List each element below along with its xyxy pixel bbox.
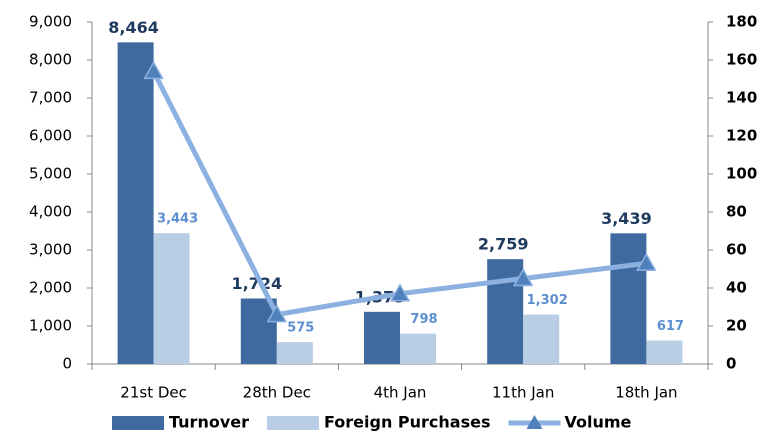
value-label: 3,439	[601, 209, 652, 228]
line-marker	[512, 267, 534, 287]
bar	[487, 259, 524, 364]
bar	[276, 342, 313, 364]
y-tick-label: 8,000	[29, 51, 72, 69]
y-tick-label: 9,000	[29, 13, 72, 31]
value-label: 798	[410, 312, 437, 327]
y2-tick-label: 180	[726, 13, 757, 31]
y2-tick-label: 60	[726, 241, 747, 259]
y-tick-label: 2,000	[29, 279, 72, 297]
line-series	[151, 70, 647, 318]
line-marker	[389, 283, 411, 302]
y-tick-label: 5,000	[29, 165, 72, 183]
y2-tick-label: 20	[726, 317, 747, 335]
value-label: 8,464	[108, 18, 159, 37]
y2-tick-label: 80	[726, 203, 747, 221]
value-label: 2,759	[478, 235, 529, 254]
x-tick-label: 11th Jan	[492, 384, 554, 402]
y2-tick-label: 100	[726, 165, 757, 183]
y-tick-label: 1,000	[29, 317, 72, 335]
x-tick-label: 21st Dec	[120, 384, 187, 402]
bar	[240, 298, 277, 364]
y2-tick-label: 40	[726, 279, 747, 297]
y-tick-label: 0	[62, 355, 72, 373]
line-marker	[143, 60, 164, 80]
legend-marker	[526, 415, 543, 429]
line-marker	[266, 304, 288, 323]
value-label: 575	[287, 321, 314, 336]
bar	[400, 333, 436, 364]
bar	[523, 314, 560, 364]
y-tick-label: 4,000	[29, 203, 72, 221]
y2-tick-label: 160	[726, 51, 757, 69]
legend-label: Turnover	[169, 413, 249, 432]
x-tick-label: 18th Jan	[615, 384, 677, 402]
x-tick-label: 4th Jan	[374, 384, 427, 402]
bar	[646, 340, 683, 364]
legend-swatch	[267, 416, 319, 430]
legend-swatch	[112, 416, 164, 430]
value-label: 3,443	[157, 212, 198, 227]
y-tick-label: 6,000	[29, 127, 72, 145]
y-tick-label: 7,000	[29, 89, 72, 107]
bar	[117, 42, 154, 364]
y2-tick-label: 120	[726, 127, 757, 145]
y2-tick-label: 0	[726, 355, 736, 373]
line-marker	[636, 252, 657, 272]
bar	[610, 233, 647, 364]
y-tick-label: 3,000	[29, 241, 72, 259]
bar	[153, 233, 190, 364]
bar	[364, 311, 400, 364]
legend-label: Foreign Purchases	[324, 413, 491, 432]
y2-tick-label: 140	[726, 89, 757, 107]
x-tick-label: 28th Dec	[243, 384, 311, 402]
legend-label: Volume	[565, 413, 632, 432]
value-label: 1,724	[231, 274, 282, 293]
value-label: 1,302	[527, 293, 568, 308]
value-label: 617	[657, 319, 684, 334]
